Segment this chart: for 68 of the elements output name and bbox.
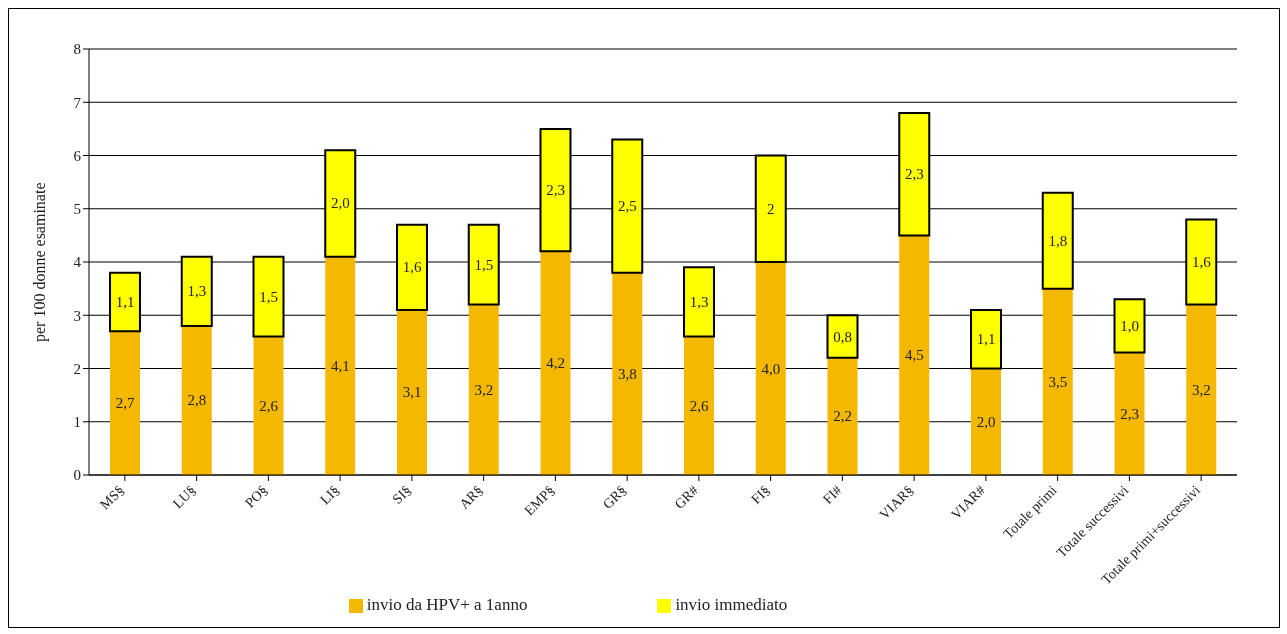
bar — [827, 357, 858, 475]
legend-label: invio da HPV+ a 1anno — [366, 595, 528, 614]
bar — [397, 309, 427, 475]
y-tick-label: 2 — [73, 360, 81, 377]
x-tick-label: LU§ — [169, 482, 199, 512]
data-label: 2,3 — [546, 182, 565, 199]
bar — [899, 235, 930, 475]
data-label: 2,6 — [689, 397, 709, 414]
y-tick-label: 1 — [73, 414, 81, 431]
data-label: 2,0 — [976, 413, 996, 430]
bar — [468, 304, 499, 475]
data-label: 2,5 — [617, 198, 637, 215]
data-label: 2,3 — [904, 166, 924, 183]
bar — [755, 262, 786, 475]
data-label: 2,7 — [115, 395, 135, 412]
y-tick-label: 8 — [73, 41, 81, 58]
x-tick-label: FI# — [820, 482, 845, 507]
data-label: 1,3 — [187, 283, 207, 300]
bar — [325, 256, 356, 475]
bar — [110, 331, 140, 475]
x-tick-label: SI§ — [389, 482, 414, 507]
bar — [971, 368, 1001, 475]
bar — [1114, 352, 1145, 475]
data-label: 2,8 — [187, 392, 207, 409]
data-label: 3,1 — [402, 384, 422, 401]
x-tick-label: FI§ — [748, 482, 773, 507]
data-label: 1,3 — [689, 293, 709, 310]
data-label: 4,0 — [761, 360, 781, 377]
y-tick-label: 5 — [73, 201, 81, 218]
bar — [1186, 304, 1217, 475]
x-tick-label: PO§ — [242, 482, 271, 511]
data-label: 3,5 — [1048, 373, 1068, 390]
data-label: 2,0 — [330, 195, 350, 212]
data-label: 0,8 — [833, 328, 852, 345]
data-label: 1,1 — [976, 331, 996, 348]
x-tick-label: GR# — [671, 482, 701, 512]
data-label: 1,0 — [1120, 317, 1139, 334]
y-tick-label: 6 — [73, 147, 82, 164]
y-tick-label: 7 — [73, 94, 82, 111]
x-tick-label: GR§ — [599, 482, 630, 512]
data-label: 1,5 — [474, 256, 494, 273]
data-label: 1,5 — [259, 288, 278, 305]
data-label: 3,8 — [617, 365, 637, 382]
data-label: 2 — [767, 200, 775, 217]
data-label: 3,2 — [1191, 381, 1211, 398]
legend-label: invio immediato — [675, 595, 788, 614]
data-label: 1,8 — [1048, 232, 1068, 249]
data-label: 1,6 — [1191, 254, 1212, 270]
bar — [540, 251, 571, 475]
y-tick-label: 3 — [73, 307, 81, 324]
data-label: 4,5 — [904, 347, 924, 364]
data-label: 2,2 — [833, 408, 852, 425]
data-label: 3,2 — [474, 381, 494, 398]
bar — [253, 336, 284, 475]
bar — [1042, 288, 1073, 475]
data-label: 1,1 — [115, 293, 135, 310]
data-label: 2,3 — [1120, 405, 1139, 422]
y-axis-title: per 100 donne esaminate — [30, 182, 49, 342]
bar — [684, 336, 714, 475]
bar — [181, 325, 212, 475]
y-tick-label: 0 — [73, 467, 81, 484]
data-label: 1,6 — [402, 259, 422, 276]
data-label: 4,2 — [546, 355, 565, 372]
bar — [612, 272, 643, 475]
x-tick-label: LI§ — [317, 482, 343, 508]
y-tick-label: 4 — [73, 254, 82, 271]
data-label: 2,6 — [259, 397, 279, 414]
data-label: 4,1 — [330, 357, 350, 374]
